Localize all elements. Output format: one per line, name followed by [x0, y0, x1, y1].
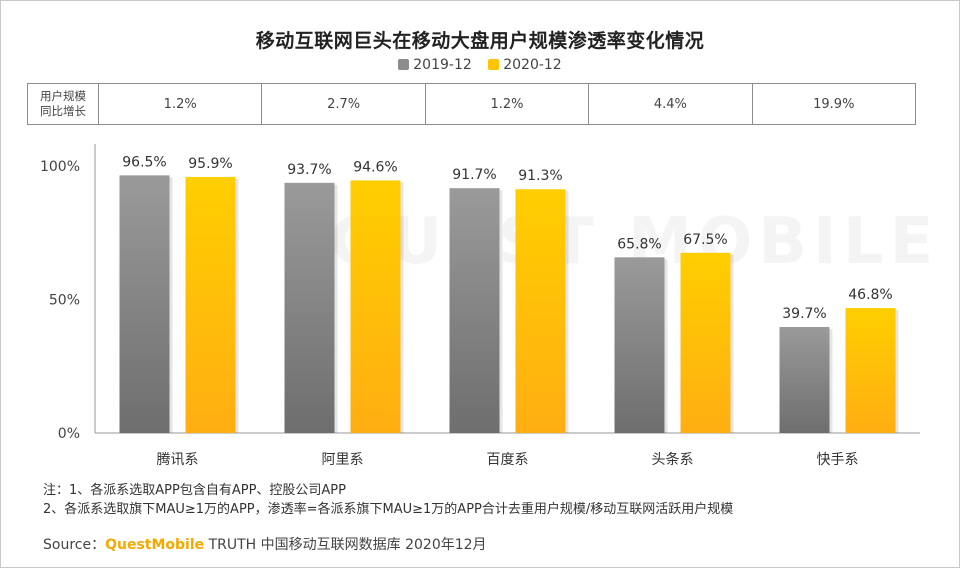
bar-2020: [845, 308, 896, 433]
y-tick-label: 50%: [49, 293, 80, 309]
notes: 注：1、各派系选取APP包含自有APP、控股公司APP 2、各派系选取旗下MAU…: [43, 481, 733, 519]
data-label: 91.7%: [452, 167, 496, 183]
data-label: 65.8%: [617, 236, 661, 252]
x-tick-label: 阿里系: [322, 452, 364, 468]
legend-swatch-2020: [488, 59, 500, 70]
bar-2020: [680, 252, 731, 433]
data-label: 46.8%: [848, 287, 892, 303]
source-brand: QuestMobile: [105, 537, 205, 553]
legend-label-2020: 2020-12: [503, 57, 562, 73]
data-label: 93.7%: [287, 162, 331, 178]
x-tick-label: 快手系: [817, 452, 859, 468]
data-label: 67.5%: [683, 232, 727, 248]
bar-2020: [185, 176, 236, 433]
growth-row-label-line2: 同比增长: [40, 104, 86, 118]
bar-2019: [779, 327, 830, 433]
bar-2019: [119, 175, 170, 433]
growth-cell: 4.4%: [588, 83, 753, 125]
chart-title: 移动互联网巨头在移动大盘用户规模渗透率变化情况: [255, 30, 705, 52]
legend-item-2020: 2020-12: [488, 57, 562, 73]
x-tick-label: 腾讯系: [157, 451, 199, 468]
bar-2019: [614, 257, 665, 433]
data-label: 95.9%: [188, 156, 232, 172]
growth-cell: 19.9%: [751, 83, 917, 125]
legend-item-2019: 2019-12: [398, 57, 472, 73]
growth-table: 用户规模 同比增长 1.2% 2.7% 1.2% 4.4% 19.9%: [27, 83, 917, 125]
data-label: 94.6%: [353, 159, 397, 175]
source-line: Source：QuestMobile TRUTH 中国移动互联网数据库 2020…: [43, 534, 487, 554]
data-label: 96.5%: [122, 154, 166, 170]
note-line-2: 2、各派系选取旗下MAU≥1万的APP，渗透率=各派系旗下MAU≥1万的APP合…: [43, 502, 734, 517]
growth-cell: 2.7%: [261, 83, 426, 125]
growth-row-label: 用户规模 同比增长: [27, 83, 99, 125]
bar-2019: [284, 182, 335, 433]
note-line-1: 注：1、各派系选取APP包含自有APP、控股公司APP: [43, 483, 346, 498]
y-tick-label: 0%: [58, 426, 80, 442]
bar-2020: [350, 180, 401, 433]
growth-cell: 1.2%: [97, 83, 263, 125]
source-prefix: Source：: [43, 537, 106, 553]
y-tick-label: 100%: [40, 159, 80, 175]
growth-row-label-line1: 用户规模: [40, 89, 86, 103]
legend: 2019-12 2020-12: [0, 57, 960, 73]
x-tick-label: 头条系: [652, 451, 694, 468]
source-rest: TRUTH 中国移动互联网数据库 2020年12月: [204, 537, 487, 553]
growth-row: 用户规模 同比增长 1.2% 2.7% 1.2% 4.4% 19.9%: [27, 83, 917, 125]
legend-swatch-2019: [398, 59, 410, 70]
data-label: 91.3%: [518, 168, 562, 184]
x-tick-label: 百度系: [487, 452, 529, 468]
growth-cell: 1.2%: [424, 83, 590, 125]
bar-2019: [449, 188, 500, 433]
legend-label-2019: 2019-12: [413, 57, 472, 73]
bar-2020: [515, 189, 566, 433]
data-label: 39.7%: [782, 306, 826, 322]
plot-area: 0% 50% 100% 96.5% 95.9% 腾讯系 93.7% 94.6% 阿里系 91.7%…: [40, 144, 920, 468]
